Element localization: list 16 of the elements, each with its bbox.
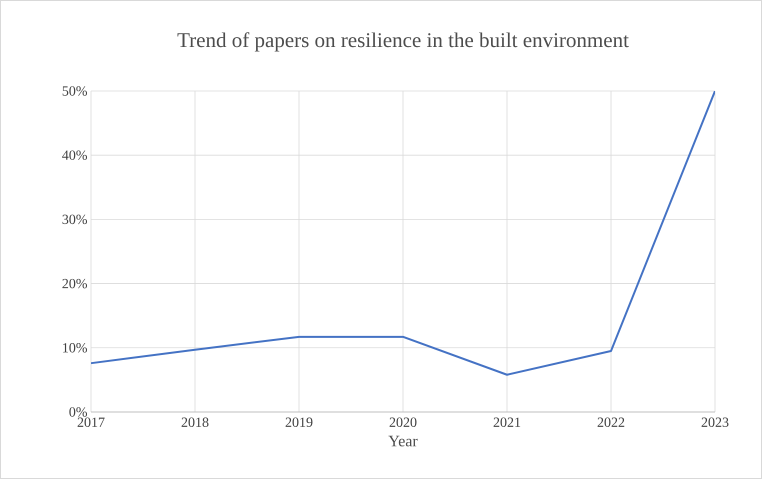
x-tick-label: 2022 bbox=[598, 418, 624, 427]
x-axis-title: Year bbox=[388, 436, 418, 446]
y-tick-label: 0% bbox=[69, 407, 88, 417]
line-series bbox=[91, 90, 716, 376]
y-tick-label: 10% bbox=[63, 343, 88, 353]
y-tick-label: 20% bbox=[62, 278, 88, 288]
y-tick-label: 30% bbox=[62, 214, 88, 224]
x-tick-label: 2023 bbox=[702, 418, 728, 427]
y-tick-label: 50% bbox=[62, 86, 88, 96]
x-tick-label: 2019 bbox=[286, 418, 312, 427]
y-tick-label: 40% bbox=[62, 150, 88, 160]
chart-title: Trend of papers on resilience in the built environment bbox=[177, 32, 629, 52]
x-tick-label: 2021 bbox=[494, 418, 520, 427]
x-tick-label: 2017 bbox=[78, 418, 105, 427]
x-tick-label: 2018 bbox=[182, 418, 208, 427]
x-tick-label: 2020 bbox=[390, 418, 416, 427]
